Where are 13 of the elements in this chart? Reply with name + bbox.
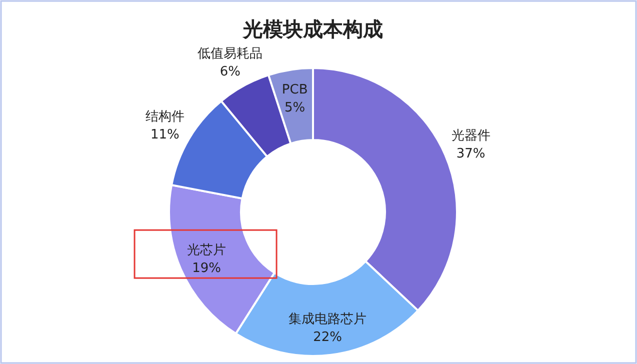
chart-title: 光模块成本构成 [242, 17, 383, 41]
data-label: 37% [456, 146, 486, 162]
data-label: 22% [313, 330, 342, 346]
slice-label: PCB [282, 82, 308, 98]
slice-label: 光器件 [451, 128, 490, 144]
slice-label: 光芯片 [187, 243, 226, 258]
slice-label: 低值易耗品 [198, 46, 263, 62]
slice-label: 结构件 [145, 109, 184, 124]
data-label: 19% [192, 261, 221, 276]
data-label: 11% [150, 127, 180, 142]
data-label: 6% [220, 64, 240, 80]
slice-label: 集成电路芯片 [288, 312, 367, 328]
data-label: 5% [284, 100, 306, 116]
